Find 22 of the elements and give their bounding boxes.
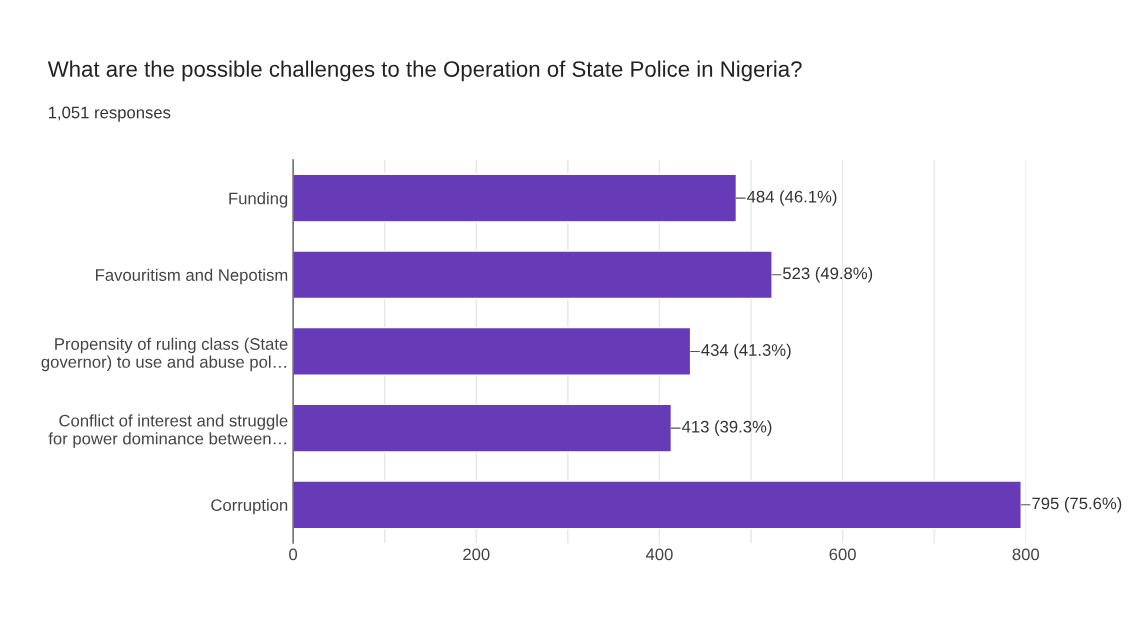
data-label: 484 (46.1%) bbox=[747, 190, 837, 206]
bar bbox=[293, 403, 673, 453]
x-tick-label: 400 bbox=[645, 548, 673, 561]
y-tick-label: Funding bbox=[229, 192, 288, 208]
x-tick-label: 200 bbox=[463, 548, 490, 561]
y-tick-label: Conflict of interest and struggle for power dominance between… bbox=[48, 414, 288, 448]
data-label: 413 (39.3%) bbox=[682, 420, 772, 436]
y-tick-label: Favouritism and Nepotism bbox=[96, 268, 288, 285]
bar bbox=[293, 173, 738, 223]
bar bbox=[293, 480, 1022, 530]
y-tick-label: Propensity of ruling class (State governor) to use and abuse pol… bbox=[41, 337, 288, 372]
data-label: 434 (41.3%) bbox=[701, 343, 791, 360]
x-tick-label: 0 bbox=[289, 548, 298, 561]
data-label: 523 (49.8%) bbox=[783, 267, 873, 283]
y-tick-label: Corruption bbox=[211, 498, 288, 515]
bar bbox=[293, 326, 692, 376]
text: 1,051 responses bbox=[48, 106, 171, 122]
x-tick-label: 600 bbox=[829, 548, 856, 561]
chart-title: What are the possible challenges to the Operation of State Police in Nigeria? bbox=[47, 60, 802, 82]
x-tick-label: 800 bbox=[1012, 548, 1040, 561]
data-label: 795 (75.6%) bbox=[1032, 497, 1122, 513]
bar bbox=[293, 250, 773, 300]
